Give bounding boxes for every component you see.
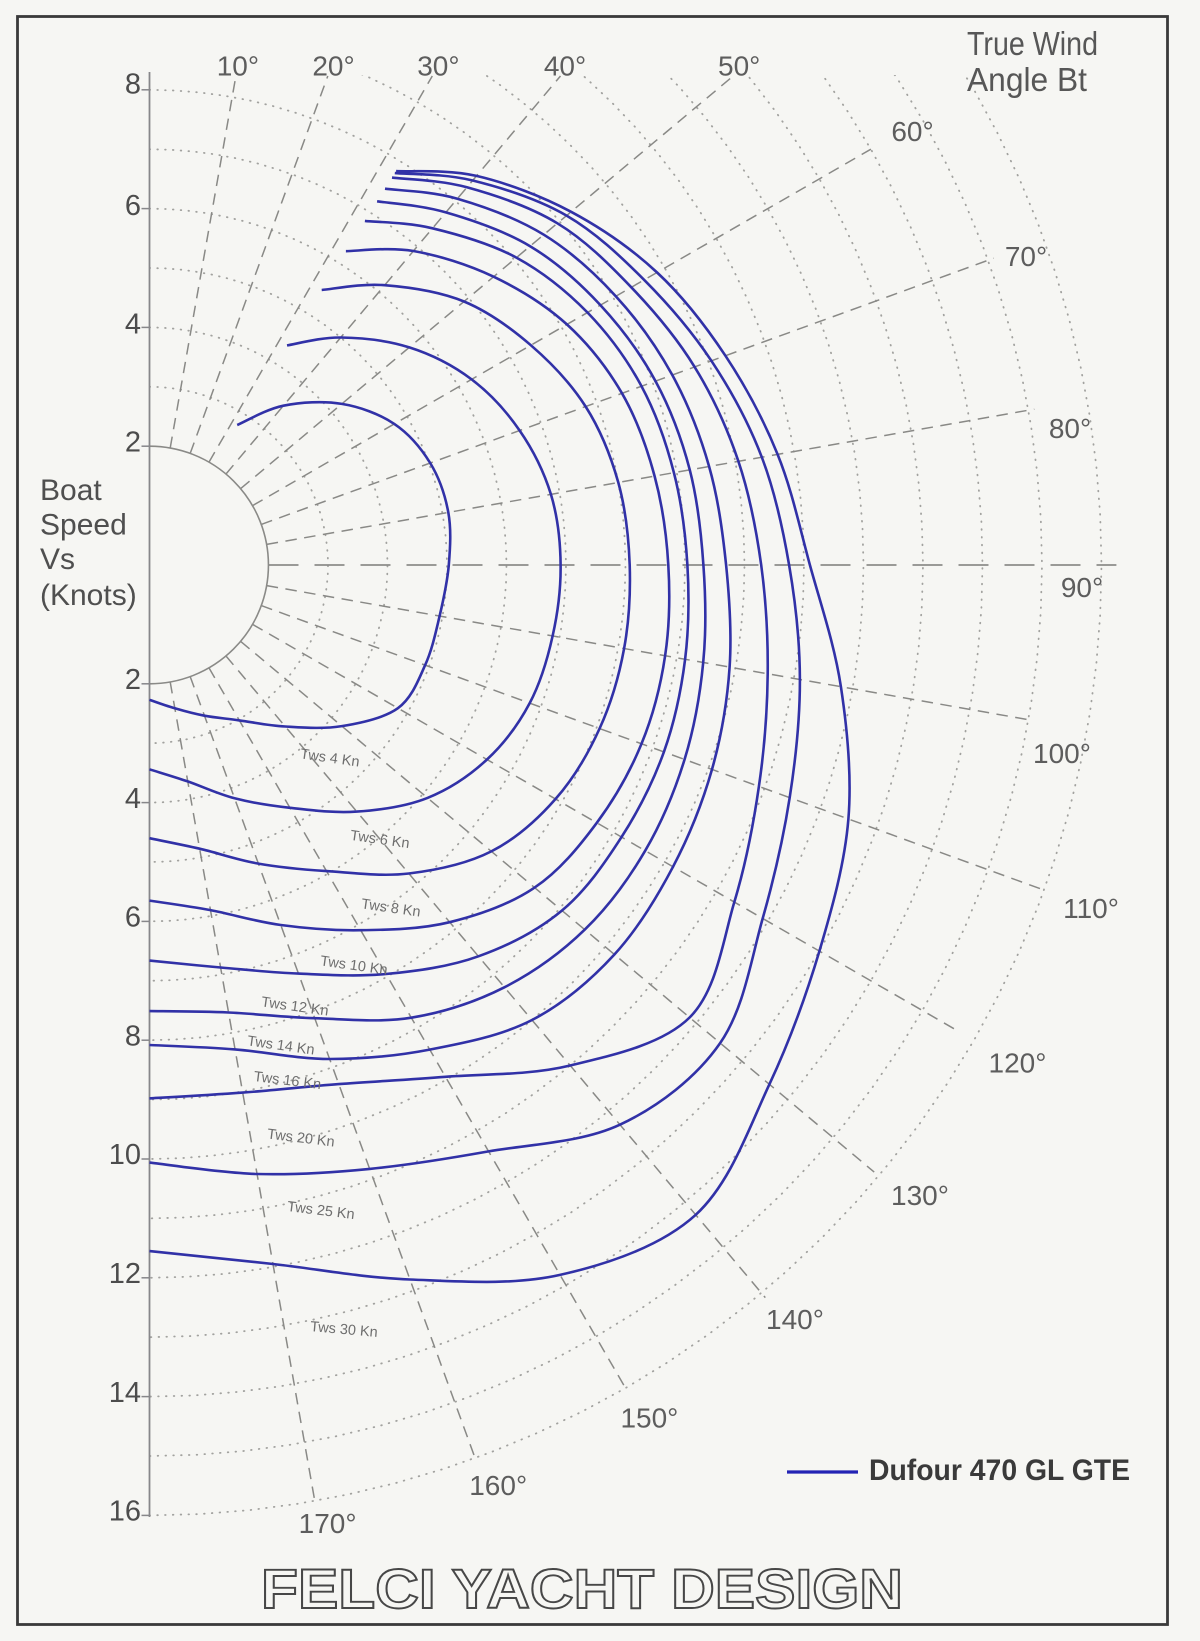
svg-text:10: 10 — [109, 1139, 141, 1171]
svg-text:12: 12 — [109, 1258, 141, 1290]
svg-text:170°: 170° — [299, 1508, 357, 1539]
svg-text:50°: 50° — [718, 51, 760, 82]
svg-text:120°: 120° — [989, 1048, 1047, 1079]
svg-text:Vs: Vs — [40, 543, 75, 576]
svg-text:Dufour 470 GL GTE: Dufour 470 GL GTE — [869, 1454, 1130, 1487]
svg-text:8: 8 — [125, 1020, 141, 1052]
svg-text:6: 6 — [125, 190, 141, 222]
svg-text:4: 4 — [125, 783, 141, 815]
svg-text:Tws 30 Kn: Tws 30 Kn — [309, 1319, 378, 1341]
svg-text:Boat: Boat — [40, 474, 102, 507]
svg-text:Speed: Speed — [40, 509, 127, 542]
svg-text:2: 2 — [125, 426, 141, 458]
svg-text:10°: 10° — [217, 51, 259, 82]
svg-text:8: 8 — [125, 69, 141, 101]
svg-text:80°: 80° — [1049, 413, 1091, 444]
svg-text:(Knots): (Knots) — [40, 579, 137, 612]
svg-text:100°: 100° — [1033, 738, 1091, 769]
svg-text:140°: 140° — [766, 1304, 824, 1335]
svg-text:2: 2 — [125, 664, 141, 696]
svg-text:16: 16 — [109, 1496, 141, 1528]
svg-text:70°: 70° — [1005, 241, 1047, 272]
svg-text:20°: 20° — [312, 51, 354, 82]
svg-text:True Wind: True Wind — [967, 25, 1098, 62]
svg-text:130°: 130° — [891, 1180, 949, 1211]
svg-text:110°: 110° — [1063, 893, 1119, 924]
svg-text:90°: 90° — [1061, 572, 1103, 603]
svg-text:150°: 150° — [620, 1403, 678, 1434]
svg-text:FELCI YACHT DESIGN: FELCI YACHT DESIGN — [261, 1557, 903, 1620]
svg-text:4: 4 — [125, 309, 141, 341]
svg-text:Angle Bt: Angle Bt — [967, 61, 1087, 98]
svg-text:160°: 160° — [469, 1470, 527, 1501]
svg-text:60°: 60° — [891, 116, 933, 147]
svg-text:14: 14 — [109, 1377, 141, 1409]
svg-text:40°: 40° — [544, 51, 586, 82]
svg-text:30°: 30° — [417, 51, 459, 82]
svg-text:6: 6 — [125, 902, 141, 934]
